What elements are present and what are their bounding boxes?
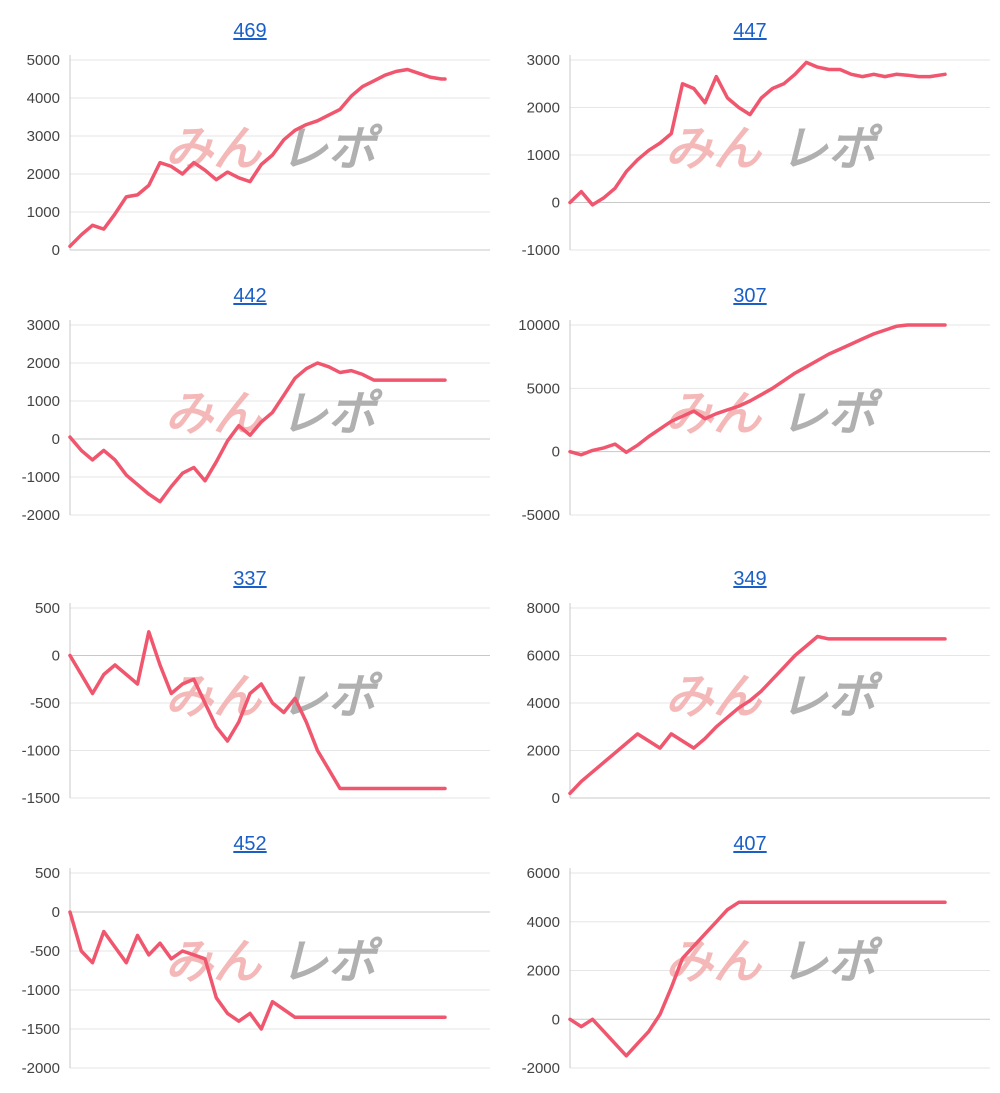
chart-panel-307: 307 -5000 0 5000 10000 みん レポ bbox=[500, 285, 1000, 530]
watermark-text: みん bbox=[165, 121, 263, 177]
watermark-text: レポ bbox=[780, 386, 883, 442]
line-chart-452: -2000 -1500 -1000 -500 0 500 みん レポ bbox=[22, 865, 490, 1077]
series-line bbox=[568, 60, 947, 207]
watermark-logo: みん レポ bbox=[665, 121, 883, 177]
chart-panel-349: 349 0 2000 4000 6000 8000 みん レポ bbox=[500, 568, 1000, 813]
series-line bbox=[568, 634, 947, 796]
y-tick-label: 2000 bbox=[527, 743, 560, 760]
chart-panel-337: 337 -1500 -1000 -500 0 500 みん レポ bbox=[0, 568, 500, 813]
watermark-text: レポ bbox=[780, 669, 883, 725]
y-tick-label: 5000 bbox=[527, 380, 560, 397]
watermark-text: みん bbox=[165, 669, 263, 725]
y-tick-label: -500 bbox=[30, 943, 60, 960]
y-tick-label: 3000 bbox=[27, 317, 60, 334]
chart-title-link[interactable]: 307 bbox=[733, 285, 767, 307]
watermark-text: みん bbox=[665, 669, 763, 725]
watermark-logo: みん レポ bbox=[165, 934, 383, 990]
chart-title-link[interactable]: 407 bbox=[733, 833, 767, 855]
line-chart-442: -2000 -1000 0 1000 2000 3000 みん レポ bbox=[22, 317, 490, 524]
y-tick-label: 2000 bbox=[27, 166, 60, 183]
series-line bbox=[568, 900, 947, 1058]
chart-title-link[interactable]: 447 bbox=[733, 20, 767, 42]
y-tick-label: 0 bbox=[52, 242, 60, 259]
y-tick-label: 0 bbox=[52, 904, 60, 921]
y-tick-label: -1000 bbox=[22, 982, 60, 999]
watermark-logo: みん レポ bbox=[165, 121, 383, 177]
watermark-text: レポ bbox=[780, 121, 883, 177]
y-tick-label: -1500 bbox=[22, 1021, 60, 1038]
series-line bbox=[68, 361, 447, 504]
chart-panel-447: 447 -1000 0 1000 2000 3000 みん レポ bbox=[500, 20, 1000, 265]
y-tick-label: 2000 bbox=[527, 963, 560, 980]
y-tick-label: 1000 bbox=[27, 393, 60, 410]
y-tick-label: 0 bbox=[52, 431, 60, 448]
series-line bbox=[68, 67, 447, 248]
y-tick-label: 0 bbox=[552, 444, 560, 461]
watermark-text: レポ bbox=[280, 386, 383, 442]
watermark-text: レポ bbox=[780, 934, 883, 990]
y-tick-label: 0 bbox=[52, 648, 60, 665]
chart-panel-407: 407 -2000 0 2000 4000 6000 みん レポ bbox=[500, 833, 1000, 1083]
series-line bbox=[568, 323, 947, 457]
y-tick-label: -5000 bbox=[522, 507, 560, 524]
line-chart-349: 0 2000 4000 6000 8000 みん レポ bbox=[527, 600, 990, 807]
y-tick-label: -1000 bbox=[522, 242, 560, 259]
y-tick-label: -2000 bbox=[522, 1060, 560, 1077]
series-line bbox=[68, 630, 447, 791]
y-tick-label: 5000 bbox=[27, 52, 60, 69]
series-line bbox=[68, 910, 447, 1031]
line-chart-469: 0 1000 2000 3000 4000 5000 みん レポ bbox=[27, 52, 490, 259]
chart-title-link[interactable]: 469 bbox=[233, 20, 267, 42]
chart-panel-442: 442 -2000 -1000 0 1000 2000 3000 みん レポ bbox=[0, 285, 500, 530]
watermark-logo: みん レポ bbox=[665, 669, 883, 725]
chart-panel-469: 469 0 1000 2000 3000 4000 5000 みん レポ bbox=[0, 20, 500, 265]
line-chart-447: -1000 0 1000 2000 3000 みん レポ bbox=[522, 52, 990, 259]
watermark-text: レポ bbox=[280, 934, 383, 990]
y-tick-label: 4000 bbox=[527, 695, 560, 712]
watermark-text: みん bbox=[165, 934, 263, 990]
y-tick-label: 10000 bbox=[518, 317, 560, 334]
chart-title-link[interactable]: 337 bbox=[233, 568, 267, 590]
y-tick-label: 4000 bbox=[27, 90, 60, 107]
y-tick-label: 3000 bbox=[27, 128, 60, 145]
y-tick-label: -2000 bbox=[22, 507, 60, 524]
y-tick-label: 1000 bbox=[27, 204, 60, 221]
y-tick-label: 6000 bbox=[527, 865, 560, 882]
chart-title-link[interactable]: 349 bbox=[733, 568, 767, 590]
y-tick-label: 0 bbox=[552, 790, 560, 807]
y-tick-label: 1000 bbox=[527, 147, 560, 164]
watermark-logo: みん レポ bbox=[165, 669, 383, 725]
watermark-logo: みん レポ bbox=[165, 386, 383, 442]
y-tick-label: 4000 bbox=[527, 914, 560, 931]
y-tick-label: 2000 bbox=[27, 355, 60, 372]
y-tick-label: 6000 bbox=[527, 648, 560, 665]
y-tick-label: 0 bbox=[552, 195, 560, 212]
watermark-text: レポ bbox=[280, 669, 383, 725]
y-tick-label: 3000 bbox=[527, 52, 560, 69]
y-tick-label: 500 bbox=[35, 865, 60, 882]
y-tick-label: -1000 bbox=[22, 743, 60, 760]
watermark-text: みん bbox=[665, 121, 763, 177]
y-tick-label: 2000 bbox=[527, 100, 560, 117]
y-tick-label: -500 bbox=[30, 695, 60, 712]
y-tick-label: 8000 bbox=[527, 600, 560, 617]
chart-panel-452: 452 -2000 -1500 -1000 -500 0 500 みん レポ bbox=[0, 833, 500, 1083]
chart-title-link[interactable]: 452 bbox=[233, 833, 267, 855]
y-tick-label: 500 bbox=[35, 600, 60, 617]
y-tick-label: 0 bbox=[552, 1011, 560, 1028]
y-tick-label: -1500 bbox=[22, 790, 60, 807]
y-tick-label: -1000 bbox=[22, 469, 60, 486]
line-chart-337: -1500 -1000 -500 0 500 みん レポ bbox=[22, 600, 490, 807]
chart-title-link[interactable]: 442 bbox=[233, 285, 267, 307]
y-tick-label: -2000 bbox=[22, 1060, 60, 1077]
